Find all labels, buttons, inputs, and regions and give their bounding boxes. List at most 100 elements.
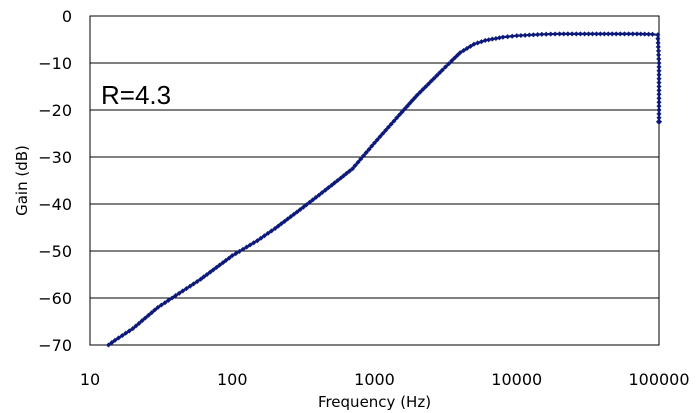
- data-point: [165, 297, 172, 303]
- data-point: [173, 293, 179, 299]
- data-point: [149, 310, 155, 316]
- plot-area-frame: [89, 15, 660, 346]
- data-point: [322, 187, 328, 193]
- data-point: [461, 47, 467, 54]
- data-point: [655, 118, 663, 125]
- data-point: [204, 271, 210, 278]
- data-point: [530, 32, 536, 38]
- y-tick-label: −40: [38, 195, 72, 214]
- data-point: [346, 168, 353, 174]
- data-point: [294, 209, 300, 215]
- data-point: [388, 121, 394, 127]
- series-layer: [105, 31, 663, 348]
- data-point: [116, 335, 122, 341]
- data-point: [223, 257, 229, 263]
- data-point: [130, 326, 136, 332]
- data-point: [240, 246, 246, 252]
- data-point: [126, 328, 132, 334]
- y-tick-label: −10: [38, 54, 72, 73]
- data-point: [233, 251, 239, 257]
- data-point: [190, 281, 197, 287]
- data-point: [385, 124, 391, 130]
- data-point: [446, 61, 452, 67]
- data-point: [265, 230, 271, 236]
- data-point: [303, 202, 309, 208]
- data-point: [201, 274, 207, 280]
- data-point: [486, 37, 492, 43]
- data-point: [380, 130, 386, 137]
- data-point: [552, 31, 558, 37]
- y-tick-label: −30: [38, 148, 72, 167]
- y-axis-title: Gain (dB): [13, 145, 31, 216]
- data-point: [291, 211, 297, 217]
- data-point: [423, 84, 429, 90]
- data-point: [152, 307, 158, 313]
- data-point: [272, 225, 278, 231]
- x-tick-label: 100000: [628, 370, 689, 389]
- data-point: [457, 50, 463, 56]
- data-point: [360, 153, 367, 159]
- data-point: [509, 33, 515, 39]
- x-tick-label: 10: [80, 370, 100, 389]
- x-axis-tick-labels: 10 100 1000 10000 100000: [80, 370, 690, 389]
- data-point: [350, 166, 356, 172]
- data-point: [180, 288, 186, 294]
- data-point: [139, 318, 145, 324]
- data-point: [452, 55, 458, 61]
- data-point: [145, 312, 152, 318]
- data-point: [383, 127, 389, 133]
- data-point: [155, 304, 161, 310]
- data-point: [310, 197, 316, 203]
- data-point: [402, 106, 408, 112]
- gridlines: [90, 62, 659, 299]
- data-point: [505, 34, 511, 40]
- data-point: [518, 32, 524, 39]
- data-point: [522, 32, 528, 38]
- data-point: [543, 31, 549, 37]
- data-point: [247, 242, 253, 248]
- y-tick-label: −50: [38, 242, 72, 261]
- x-tick-label: 100: [217, 370, 248, 389]
- data-point: [535, 32, 541, 38]
- data-point: [210, 267, 216, 273]
- data-point: [417, 89, 423, 95]
- data-point: [374, 137, 380, 143]
- data-point: [183, 286, 189, 292]
- y-tick-label: −20: [38, 101, 72, 120]
- data-point: [109, 340, 115, 346]
- x-tick-label: 1000: [354, 370, 395, 389]
- data-point: [194, 279, 200, 285]
- data-point: [428, 78, 434, 84]
- data-point: [133, 323, 139, 329]
- data-point: [404, 103, 410, 109]
- data-point: [217, 262, 223, 268]
- y-tick-label: −60: [38, 289, 72, 308]
- x-tick-label: 10000: [491, 370, 542, 389]
- data-point: [169, 295, 175, 301]
- data-point: [162, 300, 168, 306]
- data-point: [213, 264, 220, 270]
- data-point: [548, 31, 554, 37]
- resistance-annotation: R=4.3: [101, 80, 171, 110]
- data-point: [207, 269, 213, 275]
- data-point: [198, 276, 204, 282]
- data-point: [258, 235, 264, 241]
- data-point: [355, 159, 361, 165]
- data-point: [325, 185, 332, 191]
- data-point: [338, 175, 344, 181]
- data-point: [300, 204, 306, 210]
- x-axis-title: Frequency (Hz): [318, 393, 431, 411]
- data-point: [539, 31, 545, 37]
- data-point: [500, 34, 506, 40]
- data-point: [409, 98, 415, 104]
- data-point: [649, 31, 656, 37]
- y-tick-label: 0: [62, 7, 72, 26]
- data-point: [226, 255, 232, 261]
- data-point: [278, 221, 284, 227]
- data-point: [187, 283, 193, 289]
- data-point: [229, 253, 235, 259]
- y-axis-tick-labels: 0 −10 −20 −30 −40 −50 −60 −70: [38, 7, 72, 355]
- data-point: [158, 302, 164, 308]
- data-point: [142, 315, 148, 321]
